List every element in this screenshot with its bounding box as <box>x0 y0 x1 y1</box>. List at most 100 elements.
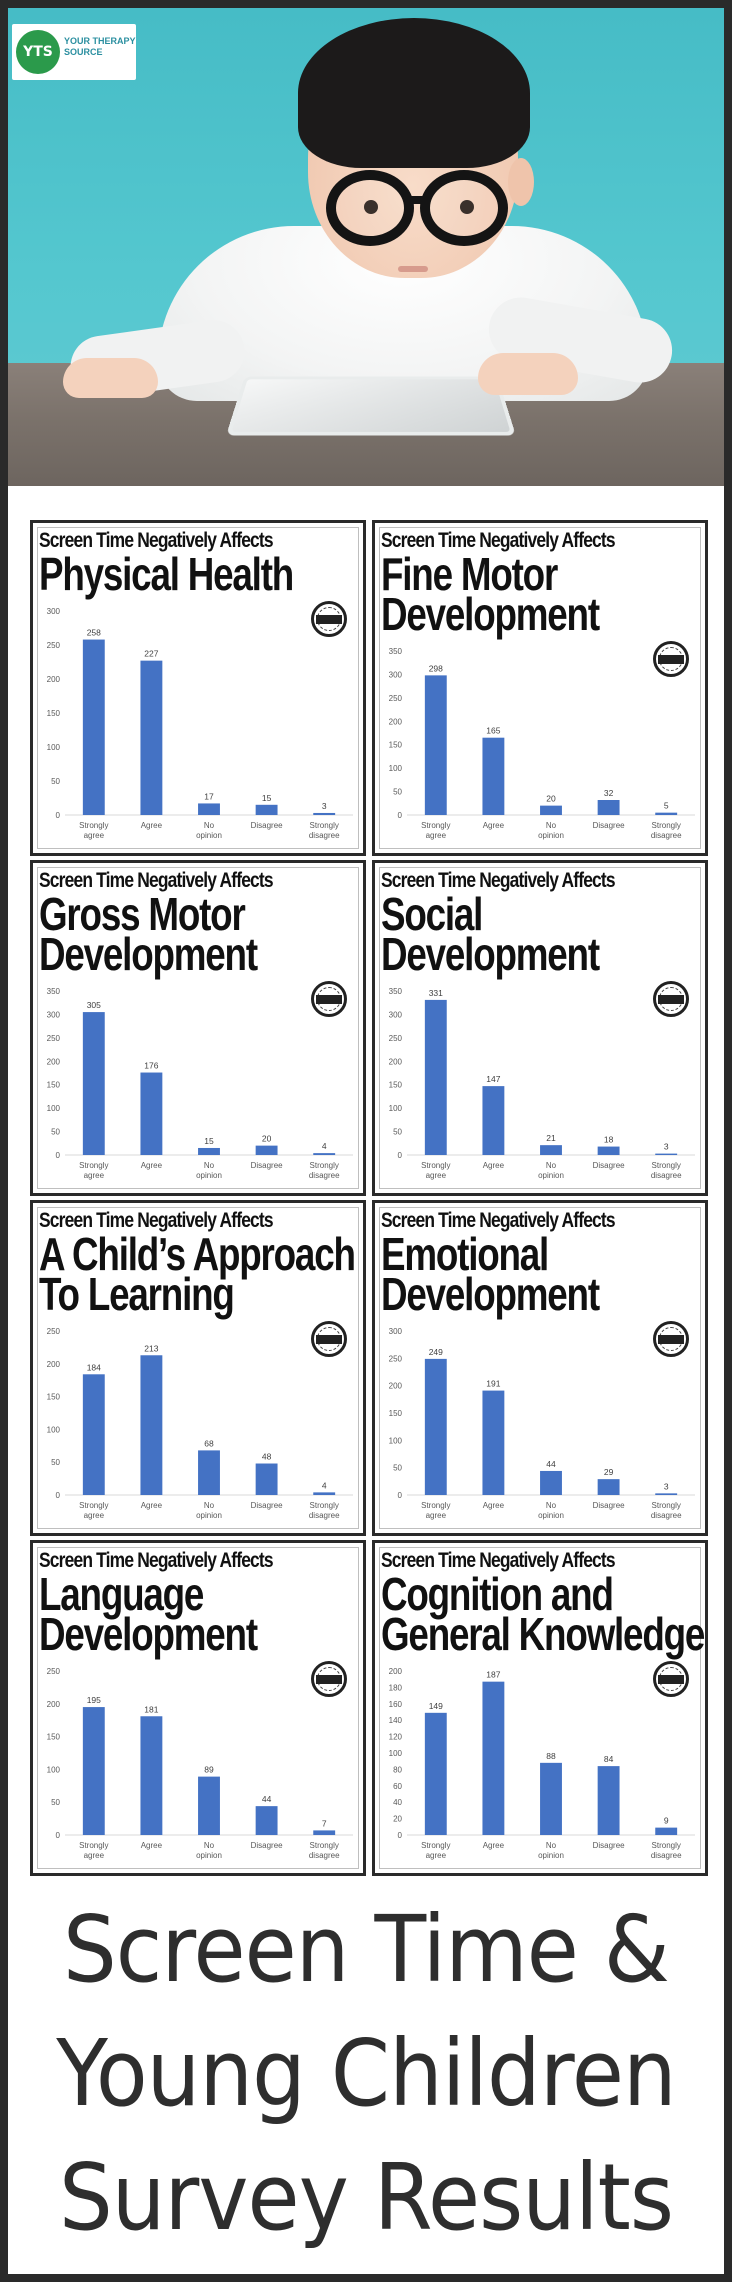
bar <box>140 1072 163 1155</box>
photo-child-hand-right <box>478 353 578 395</box>
category-label: opinion <box>196 1511 222 1520</box>
data-label: 48 <box>262 1452 272 1462</box>
category-label: agree <box>84 1171 105 1180</box>
y-tick-label: 300 <box>389 1327 403 1336</box>
category-label: disagree <box>651 831 682 840</box>
y-tick-label: 0 <box>398 1491 403 1500</box>
y-tick-label: 40 <box>393 1798 402 1807</box>
y-tick-label: 200 <box>47 675 61 684</box>
category-label: Agree <box>141 821 163 830</box>
bar <box>313 1830 336 1835</box>
data-label: 191 <box>486 1379 500 1389</box>
chart-title: Development <box>381 928 600 980</box>
brand-stamp-icon <box>311 981 347 1017</box>
chart-panel-border <box>37 867 359 1189</box>
chart-panel-border <box>37 527 359 849</box>
chart-panel: Screen Time Negatively Affects Fine Motor… <box>372 520 708 856</box>
y-tick-label: 200 <box>47 1360 61 1369</box>
y-tick-label: 0 <box>398 1831 403 1840</box>
category-label: Disagree <box>593 1841 626 1850</box>
chart-kicker: Screen Time Negatively Affects <box>39 1549 274 1572</box>
bar <box>424 1358 447 1495</box>
bar <box>82 1707 105 1835</box>
bar <box>424 675 447 815</box>
data-label: 32 <box>604 788 614 798</box>
chart-panel: Screen Time Negatively Affects Cognition … <box>372 1540 708 1876</box>
category-label: Strongly <box>421 821 450 830</box>
bar <box>140 1716 163 1835</box>
brand-stamp-icon <box>653 641 689 677</box>
bar-chart: 020406080100120140160180200149Stronglyag… <box>389 1667 695 1860</box>
chart-kicker: Screen Time Negatively Affects <box>381 869 616 892</box>
category-label: disagree <box>651 1171 682 1180</box>
chart-title: To Learning <box>39 1268 235 1320</box>
survey-title-line-1: Screen Time & <box>63 1896 670 2003</box>
y-tick-label: 250 <box>389 1354 403 1363</box>
chart-panel-border <box>379 1547 701 1869</box>
category-label: opinion <box>196 1171 222 1180</box>
bar <box>597 800 620 815</box>
y-tick-label: 200 <box>389 1667 403 1676</box>
data-label: 15 <box>262 793 272 803</box>
category-label: agree <box>426 1851 447 1860</box>
bar <box>655 1827 678 1835</box>
bar-chart: 050100150200250300249Stronglyagree191Agr… <box>389 1327 695 1520</box>
data-label: 89 <box>204 1765 214 1775</box>
photo-child-hair <box>298 18 530 168</box>
brand-logo[interactable]: YTS YOUR THERAPY SOURCE <box>12 24 136 80</box>
data-label: 227 <box>144 649 158 659</box>
chart-title: A Child’s Approach <box>39 1228 356 1280</box>
bar <box>255 804 278 815</box>
category-label: Agree <box>483 821 505 830</box>
data-label: 298 <box>429 663 443 673</box>
brand-stamp-ring <box>317 1327 341 1351</box>
y-tick-label: 200 <box>47 1700 61 1709</box>
photo-child-hand-left <box>63 358 158 398</box>
y-tick-label: 0 <box>56 811 61 820</box>
data-label: 3 <box>664 1142 669 1152</box>
bar <box>655 812 678 815</box>
category-label: Disagree <box>593 1161 626 1170</box>
chart-panel-border <box>37 1207 359 1529</box>
category-label: Agree <box>141 1501 163 1510</box>
chart-title: Emotional <box>381 1228 549 1280</box>
category-label: No <box>204 821 215 830</box>
data-label: 84 <box>604 1754 614 1764</box>
y-tick-label: 50 <box>51 1458 60 1467</box>
y-tick-label: 250 <box>47 1667 61 1676</box>
photo-glasses-bridge <box>404 196 426 204</box>
brand-stamp-ring <box>317 987 341 1011</box>
y-tick-label: 20 <box>393 1815 402 1824</box>
y-tick-label: 100 <box>389 764 403 773</box>
chart-title: Development <box>39 928 258 980</box>
y-tick-label: 0 <box>56 1491 61 1500</box>
data-label: 17 <box>204 791 214 801</box>
y-tick-label: 50 <box>51 1798 60 1807</box>
y-tick-label: 150 <box>389 1409 403 1418</box>
brand-stamp-ring <box>659 1327 683 1351</box>
category-label: Agree <box>483 1501 505 1510</box>
data-label: 15 <box>204 1136 214 1146</box>
chart-kicker: Screen Time Negatively Affects <box>39 529 274 552</box>
category-label: Agree <box>141 1841 163 1850</box>
survey-title: Screen Time & Young Children Survey Resu… <box>8 1888 724 2260</box>
brand-stamp-icon <box>311 601 347 637</box>
category-label: Agree <box>483 1841 505 1850</box>
chart-title: Social <box>381 888 483 940</box>
y-tick-label: 100 <box>389 1436 403 1445</box>
brand-stamp-ring <box>659 987 683 1011</box>
bar <box>313 812 336 815</box>
category-label: Disagree <box>251 1501 284 1510</box>
category-label: No <box>546 1501 557 1510</box>
category-label: opinion <box>196 831 222 840</box>
chart-panel: Screen Time Negatively Affects Social Deve… <box>372 860 708 1196</box>
bar-chart: 050100150200250300258Stronglyagree227Agr… <box>47 607 353 840</box>
chart-panel: Screen Time Negatively Affects Language De… <box>30 1540 366 1876</box>
data-label: 149 <box>429 1701 443 1711</box>
chart-panel: Screen Time Negatively Affects A Child’s … <box>30 1200 366 1536</box>
bar <box>313 1492 336 1495</box>
category-label: disagree <box>309 1851 340 1860</box>
data-label: 187 <box>486 1670 500 1680</box>
